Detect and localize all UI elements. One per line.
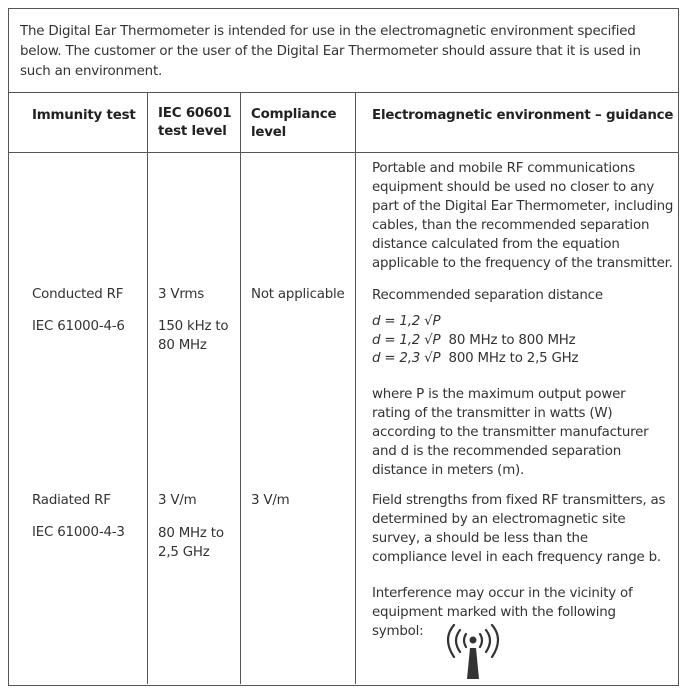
text-line: where P is the maximum output power [372, 387, 626, 402]
text-line: compliance level in each frequency range… [372, 550, 661, 565]
text-line: part of the Digital Ear Thermometer, inc… [372, 199, 674, 214]
divider [355, 92, 356, 684]
text-line: distance in meters (m). [372, 463, 525, 478]
row-level: 3 V/m [158, 493, 197, 508]
guidance-para3: Field strengths from fixed RF transmitte… [372, 491, 666, 567]
formula: d = 2,3 √P 800 MHz to 2,5 GHz [372, 350, 579, 369]
formulas: d = 1,2 √P d = 1,2 √P 80 MHz to 800 MHz … [372, 313, 579, 369]
header-line: IEC 60601 [158, 106, 232, 121]
formula: d = 1,2 √P [372, 313, 578, 332]
formula-eq: d = 1,2 √P [372, 332, 441, 348]
formula-range: 80 MHz to 800 MHz [448, 332, 576, 348]
row-compliance: 3 V/m [251, 493, 290, 508]
intro-line: below. The customer or the user of the D… [20, 44, 641, 59]
header-line: Compliance [251, 107, 337, 122]
text-line: Field strengths from fixed RF transmitte… [372, 493, 666, 508]
header-guidance: Electromagnetic environment – guidance [372, 108, 674, 123]
text-line: determined by an electromagnetic site [372, 512, 626, 527]
divider [147, 92, 148, 684]
formula-range: 800 MHz to 2,5 GHz [448, 351, 579, 366]
header-iec: IEC 60601 test level [158, 105, 232, 141]
formula-eq: d = 2,3 √P [372, 351, 441, 366]
text-line: distance calculated from the equation [372, 237, 620, 252]
formula: d = 1,2 √P 80 MHz to 800 MHz [372, 332, 578, 351]
intro-text: The Digital Ear Thermometer is intended … [20, 22, 641, 82]
row-range: 150 kHz to 80 MHz [158, 317, 229, 355]
text-line: according to the transmitter manufacture… [372, 425, 649, 440]
row-standard: IEC 61000-4-3 [32, 525, 125, 540]
header-immunity: Immunity test [32, 108, 136, 123]
row-level: 3 Vrms [158, 287, 205, 302]
row-standard: IEC 61000-4-6 [32, 319, 125, 334]
range-line: 80 MHz [158, 338, 207, 353]
text-line: applicable to the frequency of the trans… [372, 256, 673, 271]
formula-eq: d = 1,2 √P [372, 314, 441, 329]
text-line: symbol: [372, 624, 424, 639]
guidance-para4: Interference may occur in the vicinity o… [372, 584, 633, 641]
divider [240, 92, 241, 684]
non-ionizing-radiation-icon [446, 623, 500, 679]
intro-line: such an environment. [20, 64, 163, 79]
range-line: 2,5 GHz [158, 545, 210, 560]
row-compliance: Not applicable [251, 287, 345, 302]
header-compliance: Compliance level [251, 106, 337, 142]
header-line: test level [158, 124, 227, 139]
divider [8, 152, 678, 153]
text-line: equipment marked with the following [372, 605, 616, 620]
divider [8, 92, 678, 93]
row-range: 80 MHz to 2,5 GHz [158, 524, 224, 562]
text-line: cables, than the recommended separation [372, 218, 650, 233]
header-line: level [251, 125, 287, 140]
table-border [8, 8, 679, 686]
text-line: and d is the recommended separation [372, 444, 621, 459]
text-line: equipment should be used no closer to an… [372, 180, 655, 195]
row-test: Radiated RF [32, 493, 111, 508]
text-line: rating of the transmitter in watts (W) [372, 406, 613, 421]
guidance-para1: Portable and mobile RF communications eq… [372, 159, 673, 273]
guidance-para2: where P is the maximum output power rati… [372, 385, 649, 480]
range-line: 80 MHz to [158, 526, 224, 541]
intro-line: The Digital Ear Thermometer is intended … [20, 24, 636, 39]
text-line: survey, a should be less than the [372, 531, 588, 546]
range-line: 150 kHz to [158, 319, 229, 334]
recommended-label: Recommended separation distance [372, 288, 603, 303]
row-test: Conducted RF [32, 287, 124, 302]
text-line: Interference may occur in the vicinity o… [372, 586, 633, 601]
text-line: Portable and mobile RF communications [372, 161, 635, 176]
